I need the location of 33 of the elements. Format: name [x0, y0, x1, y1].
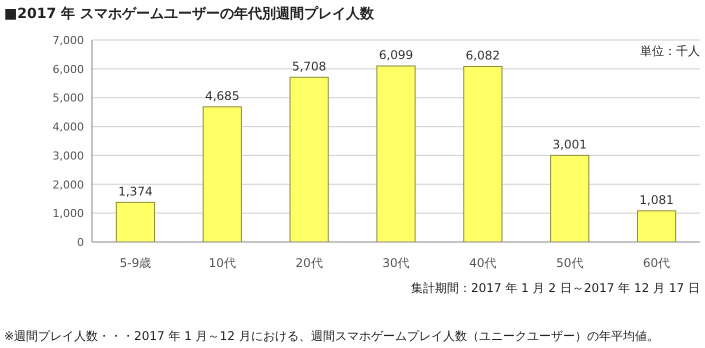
bar — [376, 66, 416, 242]
annotation: 単位：千人 — [640, 44, 700, 58]
bar — [290, 76, 329, 242]
x-tick-label: 5-9歳 — [120, 256, 152, 270]
data-label: 6,082 — [466, 48, 500, 62]
data-label: 1,374 — [118, 184, 153, 198]
bar — [116, 202, 156, 242]
x-tick-label: 30代 — [382, 256, 410, 270]
data-label: 4,685 — [205, 88, 240, 103]
bar — [636, 210, 676, 242]
chart-title: ■2017 年 スマホゲームユーザーの年代別週間プレイ人数 — [4, 5, 375, 22]
y-tick-label: 6,000 — [52, 62, 84, 76]
bar — [202, 106, 242, 242]
x-tick-label: 60代 — [642, 256, 670, 270]
data-label: 6,099 — [378, 48, 414, 62]
y-tick-label: 0 — [77, 236, 84, 249]
text: 集計期間：2017 年 1 月 2 日～2017 年 12 月 17 日 — [410, 281, 700, 295]
data-label: 1,081 — [639, 192, 674, 207]
bar — [550, 154, 590, 242]
data-label: 3,001 — [552, 137, 587, 152]
y-tick-label: 5,000 — [52, 92, 84, 105]
y-tick-label: 7,000 — [52, 34, 84, 47]
y-tick-label: 1,000 — [52, 207, 84, 220]
bar — [463, 66, 502, 242]
y-tick-label: 2,000 — [52, 178, 84, 192]
data-label: 5,708 — [292, 59, 326, 74]
text: ※週間プレイ人数・・・2017 年 1 月～12 月における、週間スマホゲームプレイ人数（ユニークユーザー）の年平均値。 — [4, 329, 659, 343]
y-tick-label: 3,000 — [52, 149, 84, 162]
x-tick-label: 50代 — [556, 256, 584, 270]
y-tick-label: 4,000 — [52, 120, 84, 134]
x-tick-label: 20代 — [296, 256, 323, 270]
x-tick-label: 10代 — [208, 256, 236, 270]
x-tick-label: 40代 — [469, 256, 496, 270]
